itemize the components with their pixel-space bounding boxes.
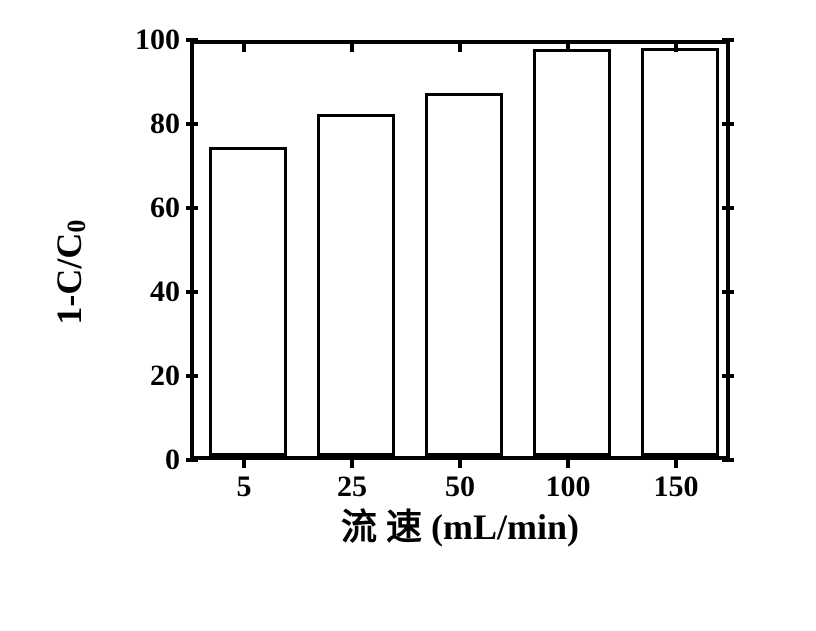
x-tick-mark-top <box>674 40 678 52</box>
x-tick-mark-top <box>242 40 246 52</box>
y-tick-label: 0 <box>120 443 180 477</box>
y-tick-label: 100 <box>120 23 180 57</box>
bar <box>425 93 503 456</box>
y-tick-mark <box>186 374 198 378</box>
y-tick-mark-right <box>722 458 734 462</box>
y-tick-mark-right <box>722 290 734 294</box>
y-tick-mark <box>186 290 198 294</box>
y-tick-mark <box>186 38 198 42</box>
bar <box>209 147 287 456</box>
y-tick-label: 80 <box>120 107 180 141</box>
y-tick-label: 60 <box>120 191 180 225</box>
y-tick-mark <box>186 458 198 462</box>
y-axis-label-subscript: 0 <box>62 220 91 233</box>
x-tick-mark-top <box>566 40 570 52</box>
x-tick-mark <box>566 456 570 468</box>
y-tick-label: 40 <box>120 275 180 309</box>
bars-container <box>194 44 726 456</box>
y-axis-label-text: 1-C/C <box>49 233 89 325</box>
x-tick-mark <box>674 456 678 468</box>
y-tick-mark <box>186 206 198 210</box>
bar <box>317 114 395 456</box>
x-tick-mark-top <box>350 40 354 52</box>
x-tick-mark <box>458 456 462 468</box>
y-tick-mark <box>186 122 198 126</box>
x-tick-mark <box>350 456 354 468</box>
x-tick-mark-top <box>458 40 462 52</box>
x-axis-label-prefix: 流 速 <box>341 507 431 547</box>
bar <box>533 49 611 456</box>
x-tick-mark <box>242 456 246 468</box>
chart-container: 1-C/C0 020406080100 52550100150 流 速 (mL/… <box>80 30 760 570</box>
y-tick-label: 20 <box>120 359 180 393</box>
y-tick-mark-right <box>722 122 734 126</box>
y-tick-mark-right <box>722 38 734 42</box>
x-axis-label-suffix: (mL/min) <box>431 507 579 547</box>
bar <box>641 48 719 456</box>
y-tick-mark-right <box>722 206 734 210</box>
plot-area <box>190 40 730 460</box>
y-tick-mark-right <box>722 374 734 378</box>
y-axis-label: 1-C/C0 <box>48 220 92 325</box>
x-axis-label: 流 速 (mL/min) <box>190 498 730 550</box>
